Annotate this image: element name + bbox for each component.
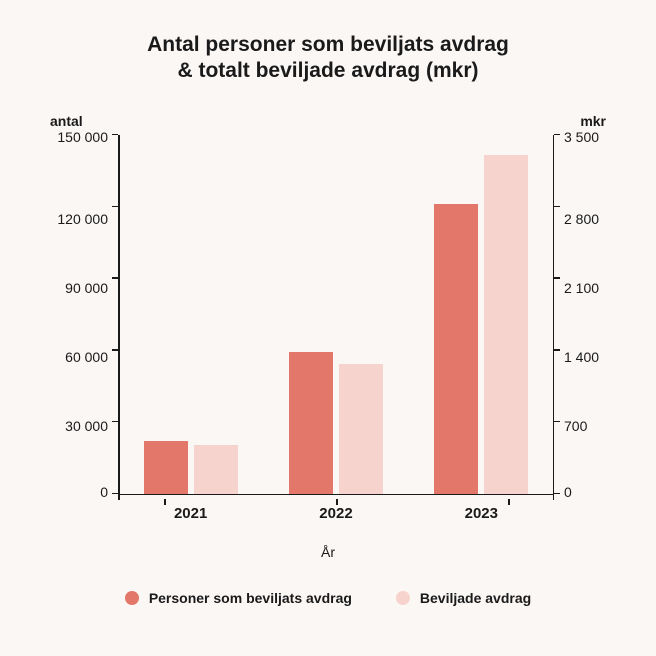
y-right-tick-label: 2 800 <box>564 211 616 227</box>
y-left-tick-label: 30 000 <box>40 418 108 434</box>
legend-swatch <box>125 591 139 605</box>
axis-top-labels: antal mkr <box>50 113 606 129</box>
plot-area <box>118 135 554 495</box>
x-axis-labels: 202120222023 <box>118 505 554 522</box>
bar-groups <box>118 135 554 494</box>
y-left-tick-label: 60 000 <box>40 349 108 365</box>
bar <box>484 155 528 493</box>
bar <box>144 441 188 494</box>
legend-label: Beviljade avdrag <box>420 590 531 606</box>
y-left-ticks: 150 000120 00090 00060 00030 0000 <box>40 135 108 495</box>
bar-group <box>409 135 554 494</box>
bar <box>434 204 478 494</box>
y-left-tick-mark <box>112 134 118 136</box>
y-left-tick-label: 120 000 <box>40 211 108 227</box>
legend: Personer som beviljats avdrag Beviljade a… <box>40 590 616 606</box>
chart-area: 150 000120 00090 00060 00030 0000 3 5002… <box>40 135 616 495</box>
y-right-tick-label: 2 100 <box>564 280 616 296</box>
x-axis-label: 2022 <box>263 505 408 522</box>
bar <box>194 445 238 493</box>
y-left-tick-mark <box>112 349 118 351</box>
bar-group <box>263 135 408 494</box>
x-axis-label: 2021 <box>118 505 263 522</box>
y-left-tick-mark <box>112 421 118 423</box>
y-right-tick-mark <box>554 493 560 495</box>
bar <box>339 364 383 493</box>
y-left-tick-label: 90 000 <box>40 280 108 296</box>
legend-label: Personer som beviljats avdrag <box>149 590 352 606</box>
y-right-tick-mark <box>554 349 560 351</box>
y-right-tick-mark <box>554 206 560 208</box>
legend-item: Personer som beviljats avdrag <box>125 590 352 606</box>
y-left-label: antal <box>50 113 83 129</box>
y-right-tick-label: 1 400 <box>564 349 616 365</box>
title-line-1: Antal personer som beviljats avdrag <box>40 32 616 58</box>
legend-item: Beviljade avdrag <box>396 590 531 606</box>
y-right-label: mkr <box>580 113 606 129</box>
y-right-tick-label: 3 500 <box>564 129 616 145</box>
y-right-tick-mark <box>554 134 560 136</box>
y-right-tick-mark <box>554 277 560 279</box>
x-axis-title: År <box>40 544 616 560</box>
y-left-tick-mark <box>112 493 118 495</box>
chart-title: Antal personer som beviljats avdrag & to… <box>40 32 616 85</box>
y-right-tick-label: 700 <box>564 418 616 434</box>
y-left-tick-mark <box>112 206 118 208</box>
y-left-tick-label: 150 000 <box>40 129 108 145</box>
y-right-ticks: 3 5002 8002 1001 4007000 <box>564 135 616 495</box>
legend-swatch <box>396 591 410 605</box>
bar <box>289 352 333 493</box>
title-line-2: & totalt beviljade avdrag (mkr) <box>40 58 616 84</box>
x-axis-label: 2023 <box>409 505 554 522</box>
x-tick-mark <box>250 499 422 505</box>
x-tick-marks <box>78 499 594 505</box>
y-left-tick-mark <box>112 277 118 279</box>
x-tick-mark <box>78 499 250 505</box>
bar-group <box>118 135 263 494</box>
x-tick-mark <box>422 499 594 505</box>
y-right-tick-mark <box>554 421 560 423</box>
